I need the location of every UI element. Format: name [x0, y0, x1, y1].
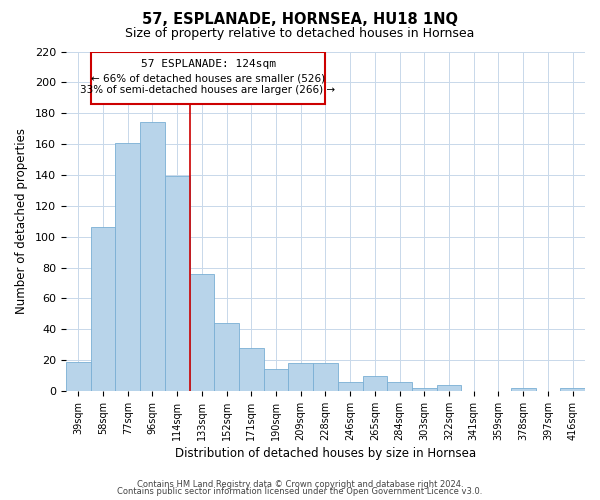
Text: Contains HM Land Registry data © Crown copyright and database right 2024.: Contains HM Land Registry data © Crown c… [137, 480, 463, 489]
Bar [190, 274, 214, 391]
Bar [362, 376, 387, 391]
Bar [91, 228, 115, 391]
Bar [214, 323, 239, 391]
Bar [263, 370, 289, 391]
Text: Contains public sector information licensed under the Open Government Licence v3: Contains public sector information licen… [118, 487, 482, 496]
Bar [239, 348, 263, 391]
Text: Size of property relative to detached houses in Hornsea: Size of property relative to detached ho… [125, 28, 475, 40]
Text: 57, ESPLANADE, HORNSEA, HU18 1NQ: 57, ESPLANADE, HORNSEA, HU18 1NQ [142, 12, 458, 28]
Text: 57 ESPLANADE: 124sqm: 57 ESPLANADE: 124sqm [140, 59, 275, 69]
Bar [140, 122, 165, 391]
Bar [338, 382, 362, 391]
Bar [115, 142, 140, 391]
Bar [511, 388, 536, 391]
Bar [412, 388, 437, 391]
Bar [66, 362, 91, 391]
Bar [289, 363, 313, 391]
Bar [560, 388, 585, 391]
Bar [437, 385, 461, 391]
Text: 33% of semi-detached houses are larger (266) →: 33% of semi-detached houses are larger (… [80, 86, 335, 96]
Bar [313, 363, 338, 391]
Y-axis label: Number of detached properties: Number of detached properties [15, 128, 28, 314]
X-axis label: Distribution of detached houses by size in Hornsea: Distribution of detached houses by size … [175, 447, 476, 460]
Bar [165, 176, 190, 391]
Text: ← 66% of detached houses are smaller (526): ← 66% of detached houses are smaller (52… [91, 73, 325, 83]
Bar [387, 382, 412, 391]
FancyBboxPatch shape [91, 52, 325, 104]
